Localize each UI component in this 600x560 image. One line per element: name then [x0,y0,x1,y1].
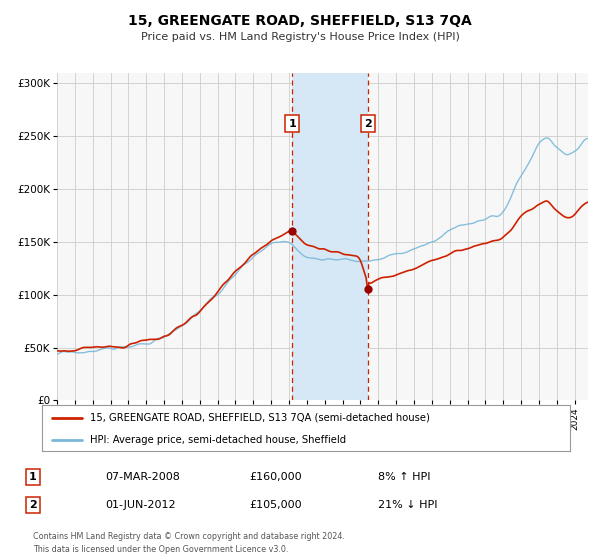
Bar [292,73,368,400]
Text: £105,000: £105,000 [249,500,302,510]
Text: 2: 2 [364,119,372,129]
Text: Price paid vs. HM Land Registry's House Price Index (HPI): Price paid vs. HM Land Registry's House … [140,32,460,42]
Text: 1: 1 [29,472,37,482]
Text: £160,000: £160,000 [249,472,302,482]
Text: 15, GREENGATE ROAD, SHEFFIELD, S13 7QA (semi-detached house): 15, GREENGATE ROAD, SHEFFIELD, S13 7QA (… [89,413,430,423]
Text: 07-MAR-2008: 07-MAR-2008 [105,472,180,482]
Text: 15, GREENGATE ROAD, SHEFFIELD, S13 7QA: 15, GREENGATE ROAD, SHEFFIELD, S13 7QA [128,14,472,28]
Text: HPI: Average price, semi-detached house, Sheffield: HPI: Average price, semi-detached house,… [89,435,346,445]
Text: 8% ↑ HPI: 8% ↑ HPI [378,472,431,482]
Text: 01-JUN-2012: 01-JUN-2012 [105,500,176,510]
Text: Contains HM Land Registry data © Crown copyright and database right 2024.
This d: Contains HM Land Registry data © Crown c… [33,533,345,554]
Text: 2: 2 [29,500,37,510]
Text: 21% ↓ HPI: 21% ↓ HPI [378,500,437,510]
Text: 1: 1 [289,119,296,129]
